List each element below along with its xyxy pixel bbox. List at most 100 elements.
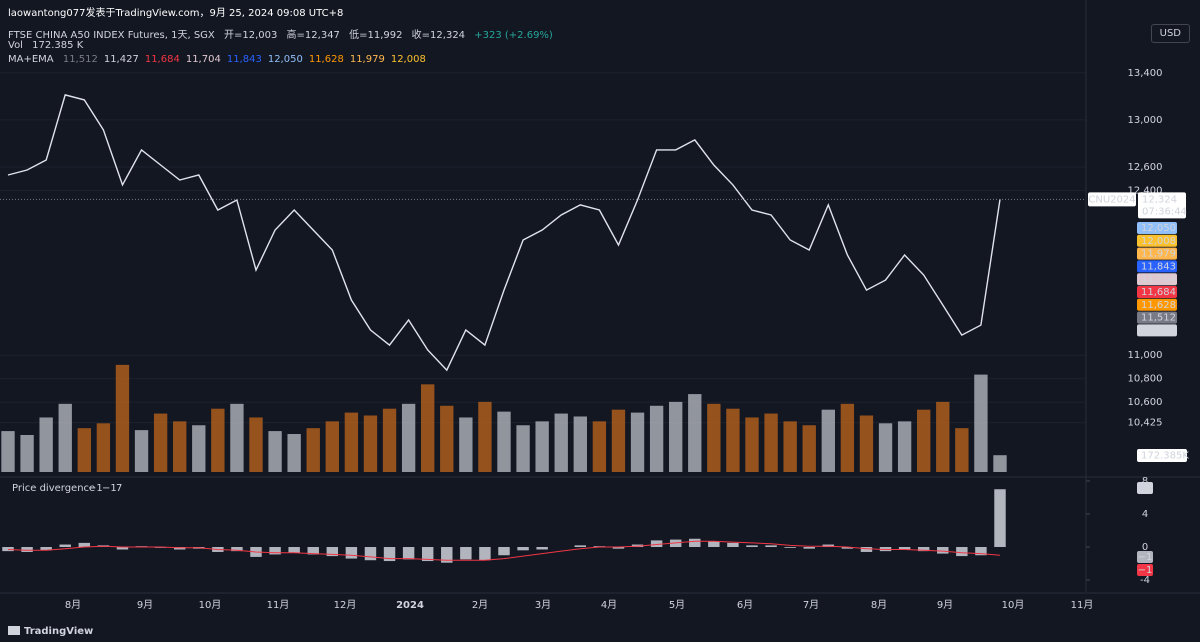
currency-button[interactable]: USD xyxy=(1150,24,1190,43)
ma-tag xyxy=(1137,247,1177,260)
volume-bar xyxy=(917,409,931,472)
volume-bar xyxy=(802,425,816,472)
indicator-tick-label: -4 xyxy=(1140,575,1150,586)
volume-bar xyxy=(325,421,339,472)
volume-bar xyxy=(726,408,740,472)
ohlc: 低=11,992 xyxy=(349,30,403,41)
divergence-bar xyxy=(994,489,1006,548)
y-tick-label: 12,600 xyxy=(1128,162,1163,173)
price-tag xyxy=(1138,192,1186,219)
month-label: 8月 xyxy=(65,599,81,611)
month-label: 9月 xyxy=(137,599,153,611)
symbol-tag xyxy=(1088,192,1136,207)
month-label: 9月 xyxy=(937,599,953,611)
volume-bar xyxy=(77,428,91,472)
ma-value: 11,628 xyxy=(308,54,344,65)
volume-bar xyxy=(440,405,454,472)
indicator-tag xyxy=(1137,482,1153,494)
volume-bar xyxy=(478,401,492,472)
volume-bar xyxy=(401,403,416,472)
ma-tag-label: 11,427 xyxy=(1141,325,1176,336)
y-tick-label: 12,400 xyxy=(1128,185,1163,196)
divergence-bar xyxy=(116,547,129,550)
ma-tag-label: 12,008 xyxy=(1141,236,1176,247)
ma-tag-label: 11,684 xyxy=(1141,287,1176,298)
volume-bar xyxy=(459,417,473,472)
volume-bar xyxy=(230,403,244,472)
volume-bar xyxy=(783,421,797,472)
divergence-bar xyxy=(689,538,701,548)
indicator-tag-label: 7 xyxy=(1142,483,1148,494)
indicator-tag-label: −1 xyxy=(1138,552,1153,563)
divergence-bar xyxy=(708,541,720,548)
vol-tag xyxy=(1137,449,1187,462)
vol-label: Vol xyxy=(8,40,23,51)
symbol-line: FTSE CHINA A50 INDEX Futures, 1天, SGX 开=… xyxy=(8,26,559,41)
month-label: 4月 xyxy=(601,599,617,611)
month-label: 11月 xyxy=(1071,599,1094,611)
volume-bar xyxy=(592,421,607,472)
volume-bar xyxy=(363,415,378,472)
y-tick-label: 10,800 xyxy=(1128,374,1163,385)
ohlc: 开=12,003 xyxy=(223,30,278,41)
volume-bar xyxy=(707,403,721,472)
y-tick-label: 11,000 xyxy=(1128,350,1163,361)
ma-tag-label: 12,050 xyxy=(1141,223,1176,234)
volume-bar xyxy=(58,403,72,472)
ma-tag-label: 11,979 xyxy=(1141,249,1176,260)
ma-value: 11,979 xyxy=(349,54,385,65)
volume-bar xyxy=(306,428,320,472)
vol-tag-label: 172.385K xyxy=(1141,451,1189,462)
volume-bar xyxy=(688,394,702,472)
divergence-bar xyxy=(383,547,396,562)
footer-logo: TradingView xyxy=(24,626,93,637)
divergence-bar xyxy=(2,547,14,552)
divergence-bar xyxy=(269,547,281,555)
divergence-bar xyxy=(59,544,71,548)
divergence-bar xyxy=(345,547,358,559)
volume-bar xyxy=(96,423,111,472)
volume-bar xyxy=(192,425,206,472)
volume-bar xyxy=(344,412,359,472)
divergence-bar xyxy=(536,547,548,550)
volume-bar xyxy=(955,428,969,472)
month-label: 7月 xyxy=(803,599,819,611)
price-line xyxy=(7,94,1001,372)
divergence-bar xyxy=(917,547,930,552)
volume-bar xyxy=(421,384,435,472)
volume-bar xyxy=(649,405,664,472)
volume-bar xyxy=(287,434,301,472)
divergence-bar xyxy=(956,547,968,557)
volume-bar xyxy=(764,413,778,472)
indicator-tag xyxy=(1137,551,1153,563)
y-tick-label: 13,000 xyxy=(1128,115,1163,126)
month-label: 10月 xyxy=(1002,599,1025,611)
month-label: 10月 xyxy=(199,599,222,611)
divergence-bar xyxy=(860,547,873,552)
y-tick-label: 10,425 xyxy=(1128,418,1163,429)
divergence-bar xyxy=(975,547,987,556)
divergence-bar xyxy=(40,547,52,551)
volume-bar xyxy=(516,425,530,472)
volume-bar xyxy=(840,403,855,472)
ma-value: 11,512 xyxy=(62,54,98,65)
volume-bar xyxy=(993,455,1007,472)
ma-value: 11,704 xyxy=(185,54,221,65)
divergence-bar xyxy=(441,547,453,563)
ma-tag xyxy=(1137,324,1177,337)
volume-bar xyxy=(153,413,168,472)
divergence-bar xyxy=(898,547,911,550)
ma-tag-label: 11,843 xyxy=(1141,261,1176,272)
volume-bar xyxy=(630,412,645,472)
volume-bar xyxy=(268,431,282,472)
volume-bar xyxy=(382,408,397,472)
divergence-bar xyxy=(479,547,491,561)
volume-bar xyxy=(821,409,835,472)
vol-line: Vol 172.385 K xyxy=(8,40,89,51)
ma-tag xyxy=(1137,234,1177,247)
month-label: 5月 xyxy=(669,599,685,611)
divergence-bar xyxy=(784,547,796,548)
ma-tag-label: 11,628 xyxy=(1141,300,1176,311)
indicator-title: Price divergence xyxy=(12,483,95,494)
